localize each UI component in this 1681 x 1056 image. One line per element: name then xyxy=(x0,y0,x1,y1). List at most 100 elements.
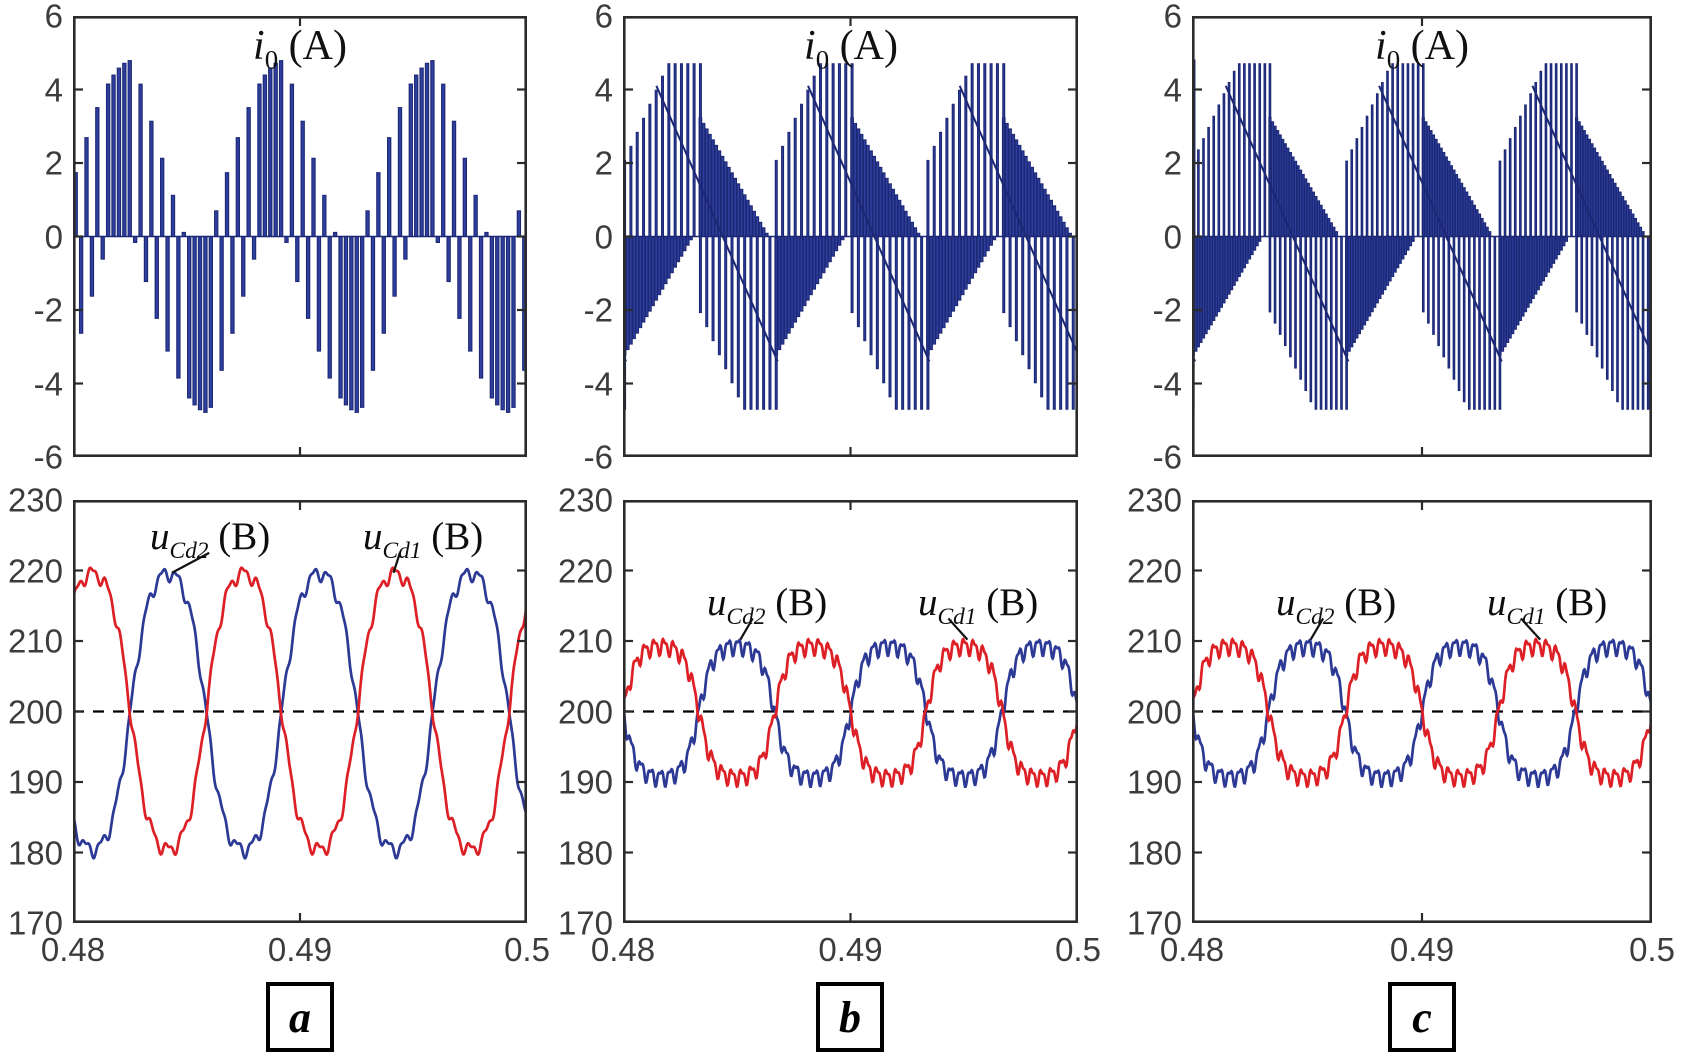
ucd1-unit: (B) xyxy=(421,515,484,558)
ucd2-unit: (B) xyxy=(765,581,828,624)
y-tick-label: 6 xyxy=(44,0,63,35)
ucd1-label-b: uCd1 (B) xyxy=(918,580,1038,631)
x-tick-label: 0.48 xyxy=(40,931,106,968)
ucd1-symbol: u xyxy=(1487,581,1507,624)
y-tick-label: 180 xyxy=(7,834,63,871)
y-tick-label: 230 xyxy=(7,481,63,519)
y-tick-label: -2 xyxy=(1152,291,1182,329)
ucd1-label-a: uCd1 (B) xyxy=(363,514,483,565)
ucd1-subscript: Cd1 xyxy=(937,603,977,630)
ucd2-symbol: u xyxy=(707,581,727,624)
y-tick-label: 0 xyxy=(44,218,63,255)
y-tick-label: 220 xyxy=(1126,552,1182,589)
current-plot-a xyxy=(73,16,527,457)
ucd2-label-b: uCd2 (B) xyxy=(707,580,827,631)
current-plot-b xyxy=(623,16,1078,457)
y-tick-label: 180 xyxy=(557,834,613,871)
ucd2-subscript: Cd2 xyxy=(726,603,766,630)
y-tick-label: 190 xyxy=(557,763,613,801)
ucd1-symbol: u xyxy=(918,581,938,624)
ucd2-unit: (B) xyxy=(208,515,271,558)
y-tick-label: -4 xyxy=(1152,365,1182,402)
title-symbol: i xyxy=(253,23,265,69)
ucd1-subscript: Cd1 xyxy=(1506,603,1546,630)
y-tick-label: 2 xyxy=(594,144,613,182)
letter-b-text: b xyxy=(839,992,861,1042)
y-tick-label: 0 xyxy=(1163,218,1182,255)
title-symbol: i xyxy=(1375,23,1387,69)
y-tick-label: 210 xyxy=(7,622,63,660)
y-tick-label: 220 xyxy=(557,552,613,589)
current-plot-c xyxy=(1192,16,1652,457)
y-tick-label: 6 xyxy=(1163,0,1182,35)
subfigure-letter-c: c xyxy=(1388,982,1456,1052)
ucd1-symbol: u xyxy=(363,515,383,558)
y-tick-label: 200 xyxy=(557,693,613,730)
letter-c-text: c xyxy=(1412,992,1432,1042)
y-tick-label: -2 xyxy=(583,291,613,329)
plot-title-i0-c: i0 (A) xyxy=(1375,22,1469,75)
ucd2-label-a: uCd2 (B) xyxy=(150,514,270,565)
y-tick-label: 170 xyxy=(7,904,63,942)
ucd2-subscript: Cd2 xyxy=(1295,603,1335,630)
y-tick-label: 2 xyxy=(1163,144,1182,182)
x-tick-label: 0.5 xyxy=(1629,931,1675,968)
y-tick-label: -6 xyxy=(33,438,63,476)
title-unit: (A) xyxy=(278,23,347,69)
y-tick-label: 200 xyxy=(7,693,63,730)
y-tick-label: 190 xyxy=(1126,763,1182,801)
y-tick-label: 210 xyxy=(1126,622,1182,660)
ucd2-symbol: u xyxy=(150,515,170,558)
ucd1-unit: (B) xyxy=(1545,581,1608,624)
y-tick-label: 230 xyxy=(1126,481,1182,519)
voltage-plot-a xyxy=(73,500,527,923)
y-tick-label: -6 xyxy=(583,438,613,476)
x-tick-label: 0.48 xyxy=(1159,931,1225,968)
x-tick-label: 0.5 xyxy=(504,931,550,968)
subfigure-letter-b: b xyxy=(816,982,884,1052)
y-tick-label: 220 xyxy=(7,552,63,589)
y-tick-label: 230 xyxy=(557,481,613,519)
y-tick-label: 180 xyxy=(1126,834,1182,871)
y-tick-label: 0 xyxy=(594,218,613,255)
letter-a-text: a xyxy=(289,992,311,1042)
y-tick-label: 200 xyxy=(1126,693,1182,730)
subfigure-letter-a: a xyxy=(266,982,334,1052)
title-subscript: 0 xyxy=(815,44,830,75)
voltage-plot-b xyxy=(623,500,1078,923)
plot-title-i0-a: i0 (A) xyxy=(253,22,347,75)
ucd2-unit: (B) xyxy=(1334,581,1397,624)
plot-title-i0-b: i0 (A) xyxy=(804,22,898,75)
x-tick-label: 0.49 xyxy=(267,931,333,968)
x-tick-label: 0.5 xyxy=(1055,931,1101,968)
ucd2-symbol: u xyxy=(1276,581,1296,624)
voltage-plot-c xyxy=(1192,500,1652,923)
x-tick-label: 0.49 xyxy=(1389,931,1455,968)
ucd1-unit: (B) xyxy=(976,581,1039,624)
y-tick-label: 2 xyxy=(44,144,63,182)
y-tick-label: 170 xyxy=(1126,904,1182,942)
y-tick-label: -4 xyxy=(583,365,613,402)
ucd1-label-c: uCd1 (B) xyxy=(1487,580,1607,631)
y-tick-label: 170 xyxy=(557,904,613,942)
x-tick-label: 0.48 xyxy=(590,931,656,968)
y-tick-label: 210 xyxy=(557,622,613,660)
y-tick-label: -2 xyxy=(33,291,63,329)
y-tick-label: -4 xyxy=(33,365,63,402)
ucd1-subscript: Cd1 xyxy=(382,537,422,564)
title-subscript: 0 xyxy=(264,44,279,75)
ucd2-label-c: uCd2 (B) xyxy=(1276,580,1396,631)
y-tick-label: 4 xyxy=(594,71,613,108)
y-tick-label: -6 xyxy=(1152,438,1182,476)
title-unit: (A) xyxy=(1400,23,1469,69)
x-tick-label: 0.49 xyxy=(818,931,883,968)
y-tick-label: 190 xyxy=(7,763,63,801)
title-subscript: 0 xyxy=(1386,44,1401,75)
y-tick-label: 4 xyxy=(1163,71,1182,108)
y-tick-label: 6 xyxy=(594,0,613,35)
title-symbol: i xyxy=(804,23,816,69)
ucd2-subscript: Cd2 xyxy=(169,537,209,564)
title-unit: (A) xyxy=(829,23,898,69)
y-tick-label: 4 xyxy=(44,71,63,108)
